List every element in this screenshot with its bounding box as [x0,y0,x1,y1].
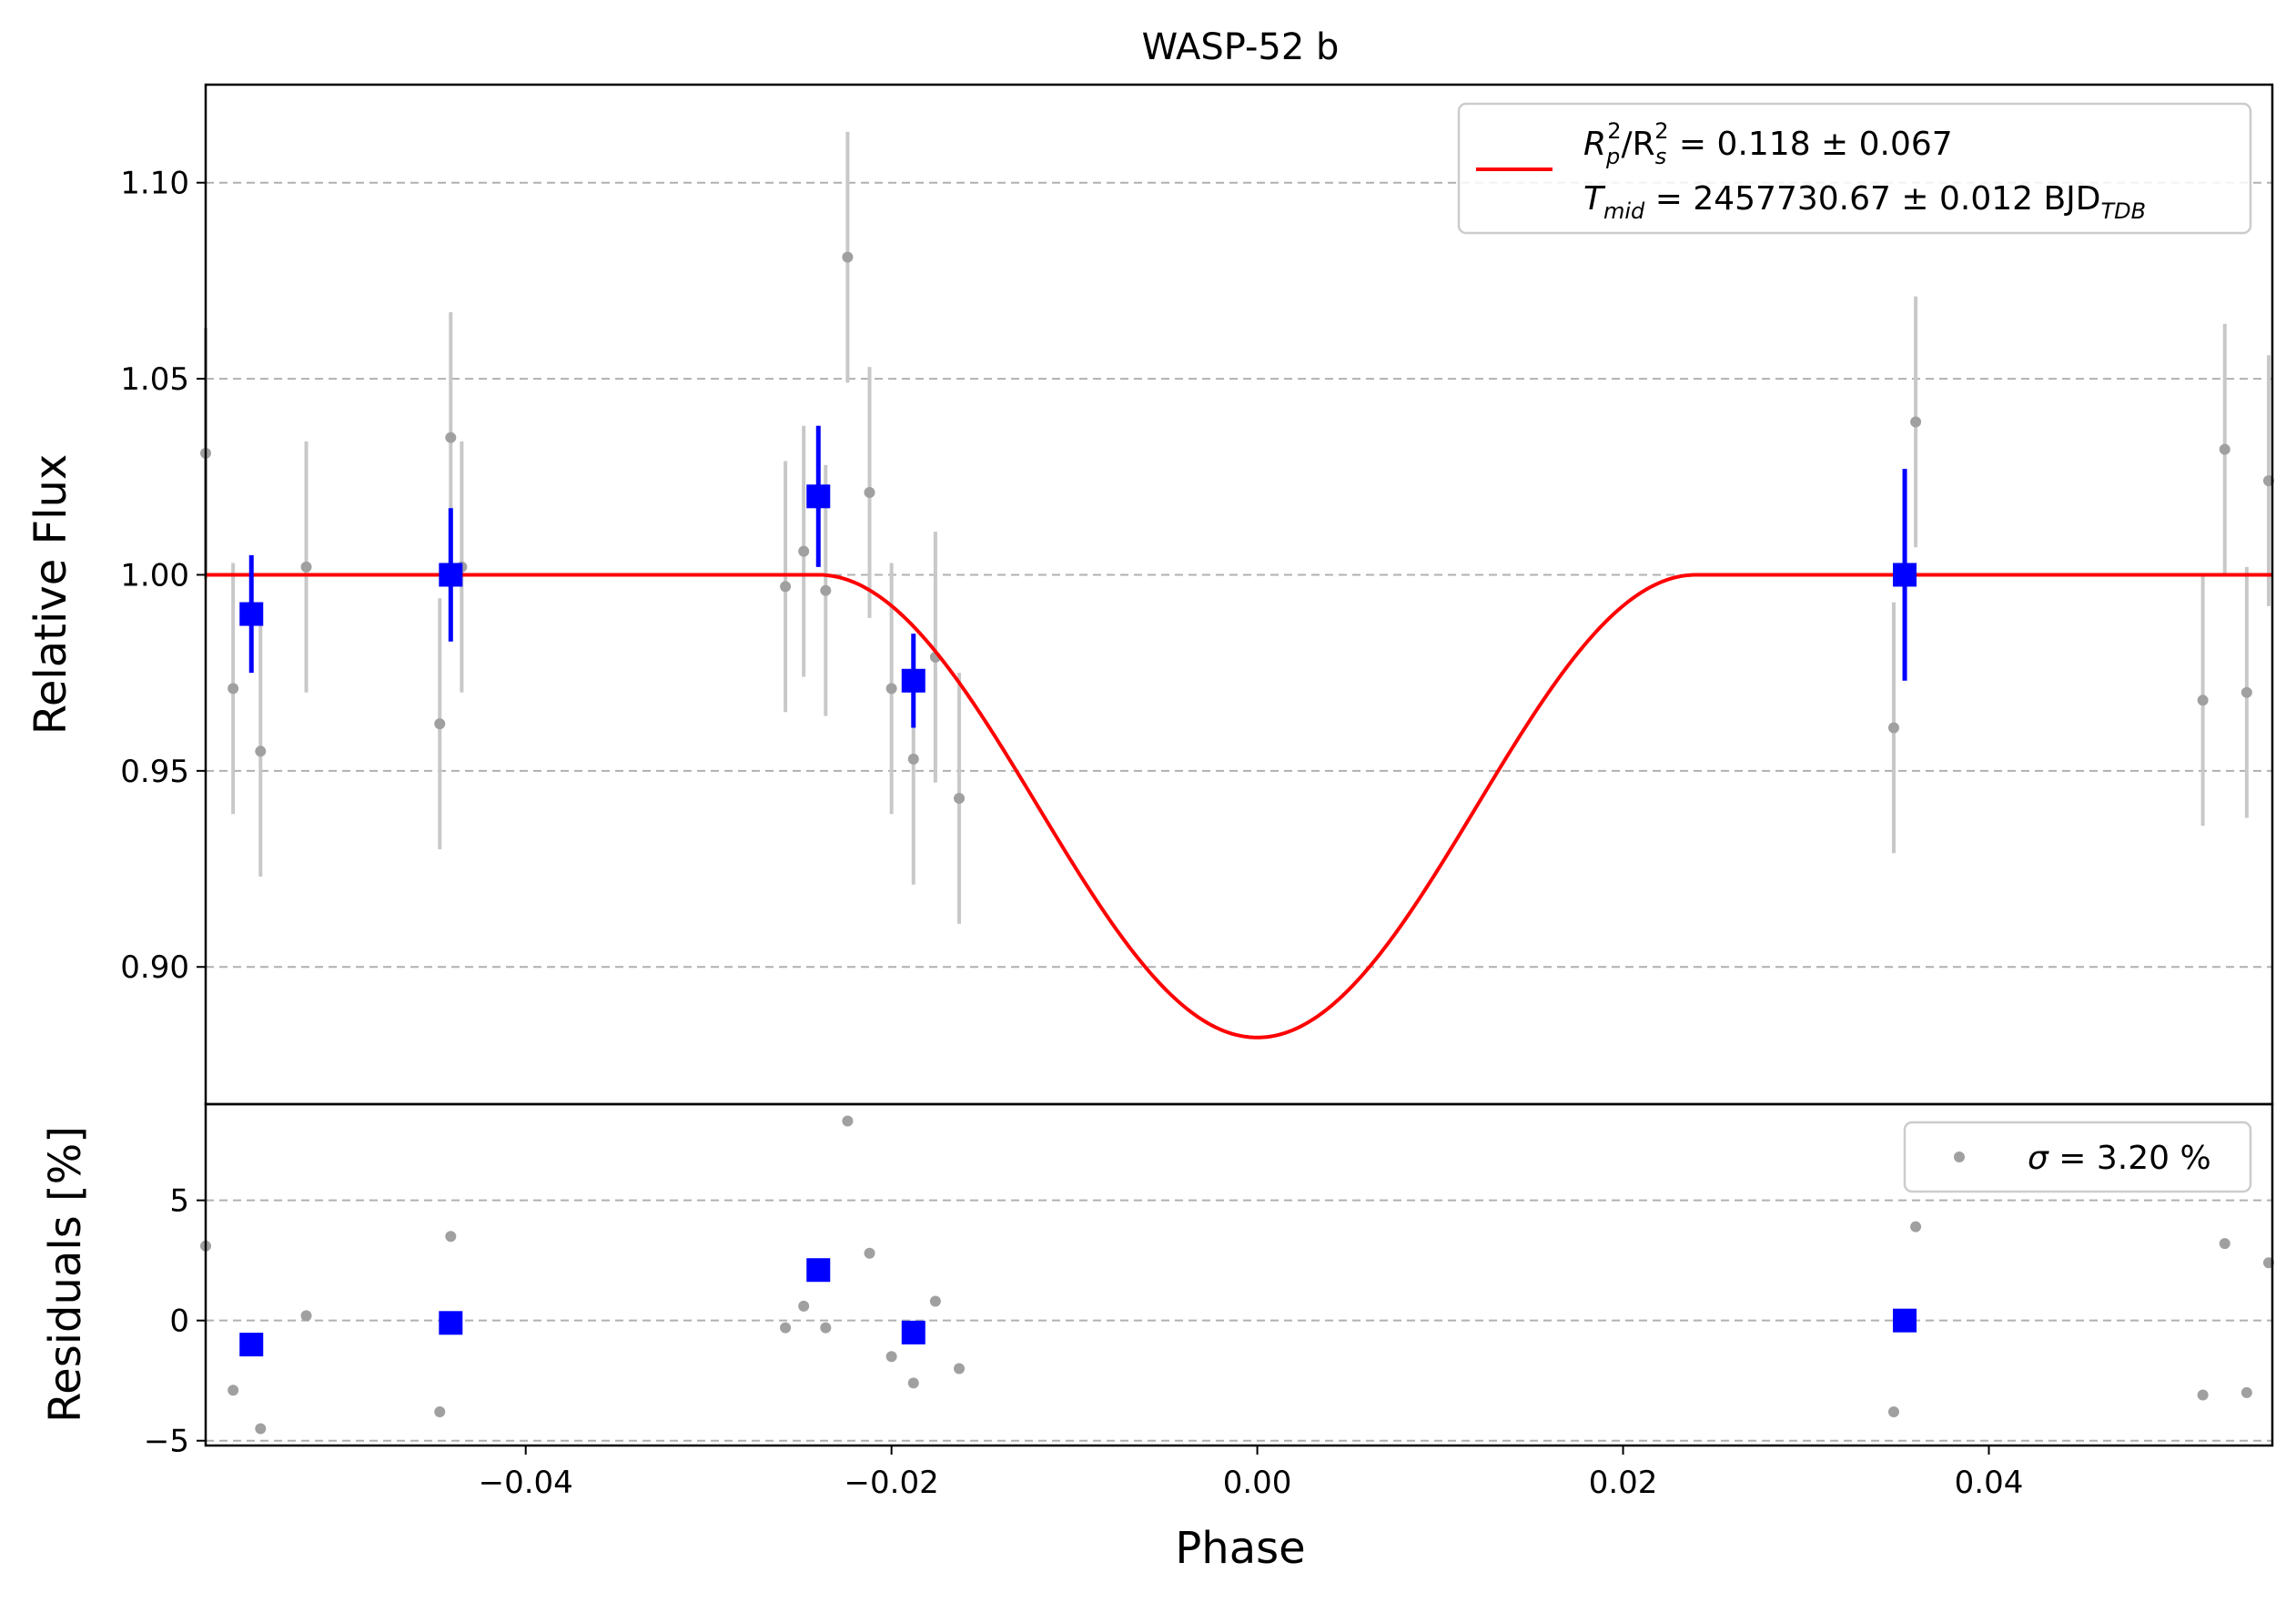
raw-residual-point [1887,1406,1899,1418]
top-y-axis-label: Relative Flux [25,454,76,736]
binned-residual-point [1893,1308,1917,1333]
raw-residual-point [445,1231,457,1243]
raw-point [1887,722,1899,734]
raw-residual-point [885,1351,897,1363]
top-y-tick-label: 1.05 [120,361,189,398]
raw-residual-point [2197,1389,2209,1401]
bottom-y-tick-label: 5 [169,1183,189,1220]
bottom-y-ticks: −5 0 5 [144,1183,206,1460]
raw-point [228,683,239,695]
raw-residual-point [1910,1221,1922,1233]
raw-point [780,581,792,593]
raw-point [445,431,457,443]
model-curve [206,573,2272,1040]
chart-title: WASP-52 b [1142,26,1340,68]
bottom-y-axis-label: Residuals [%] [40,1126,91,1423]
x-ticks: −0.04 −0.02 0.00 0.02 0.04 [479,1446,2024,1501]
raw-point [1910,416,1922,428]
raw-residual-point [300,1310,312,1322]
binned-residual-point [806,1258,831,1283]
raw-residual-point [255,1423,267,1435]
top-binned-points [239,425,1917,728]
raw-point [864,487,875,498]
raw-point [798,545,810,557]
bottom-panel: −5 0 5 −0.04 −0.02 0.00 0.02 0.04 Residuals [%… [40,1102,2274,1574]
x-tick-label: −0.04 [479,1465,573,1501]
raw-residual-point [907,1377,919,1389]
binned-point [439,563,463,587]
raw-point [2240,686,2252,698]
binned-residual-point [239,1333,264,1357]
binned-point [1893,563,1917,587]
binned-residual-point [439,1311,463,1335]
top-y-tick-label: 1.10 [120,166,189,202]
raw-point [300,561,312,573]
bottom-grid [206,1199,2272,1442]
raw-point [907,753,919,765]
top-y-tick-label: 1.00 [120,557,189,594]
binned-point [806,484,831,509]
bottom-axes-frame [204,1102,2274,1447]
top-y-tick-label: 0.90 [120,949,189,986]
top-legend-box [1457,102,2252,235]
raw-residual-point [929,1295,941,1307]
raw-residual-point [2240,1386,2252,1398]
raw-residual-point [820,1322,832,1334]
raw-residual-point [780,1322,792,1334]
x-tick-label: 0.02 [1589,1465,1658,1501]
binned-point [239,602,264,626]
top-legend: Rp2/Rs2 = 0.118 ± 0.067 Tmid = 2457730.6… [1457,102,2252,235]
top-y-ticks: 0.90 0.95 1.00 1.05 1.10 [120,166,206,986]
raw-residual-point [228,1385,239,1396]
bottom-legend-marker [1954,1152,1965,1162]
raw-residual-point [864,1247,875,1259]
bottom-raw-residuals [200,1115,2274,1435]
top-legend-depth-entry: Rp2/Rs2 = 0.118 ± 0.067 [1583,118,1953,169]
raw-point [885,683,897,695]
x-tick-label: −0.02 [845,1465,939,1501]
bottom-legend: σ = 3.20 % [1903,1121,2252,1193]
bottom-legend-box [1903,1121,2252,1193]
raw-point [820,584,832,596]
raw-point [2219,443,2230,455]
raw-point [2197,695,2209,706]
x-axis-label: Phase [1175,1523,1305,1574]
bottom-binned-residuals [239,1258,1917,1357]
binned-residual-point [901,1320,925,1344]
raw-point [954,793,966,804]
raw-point [842,251,854,263]
bottom-y-tick-label: −5 [144,1424,189,1460]
top-legend-tmid-entry: Tmid = 2457730.67 ± 0.012 BJDTDB [1583,180,2146,224]
raw-point [434,718,446,730]
raw-point [255,746,267,757]
bottom-y-tick-label: 0 [169,1304,189,1340]
x-tick-label: 0.00 [1223,1465,1292,1501]
raw-residual-point [954,1363,966,1375]
raw-residual-point [434,1406,446,1418]
bottom-legend-sigma-entry: σ = 3.20 % [2028,1140,2211,1177]
raw-residual-point [842,1115,854,1127]
x-tick-label: 0.04 [1955,1465,2024,1501]
binned-point [901,668,925,693]
raw-residual-point [798,1300,810,1312]
raw-residual-point [2219,1238,2230,1250]
top-y-tick-label: 0.95 [120,754,189,790]
